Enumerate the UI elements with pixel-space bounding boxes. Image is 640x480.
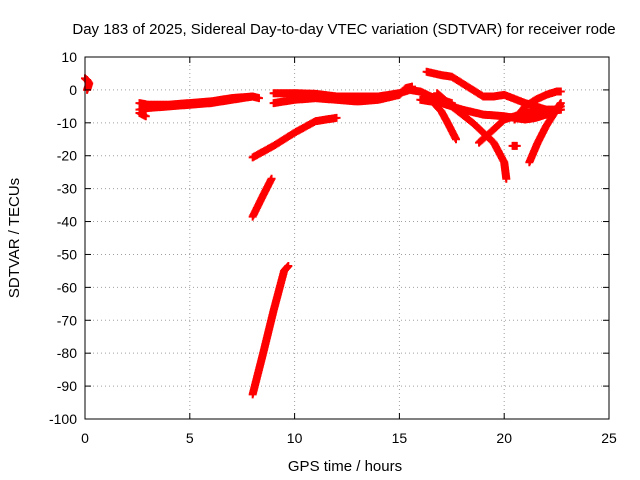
data-point bbox=[556, 99, 565, 108]
series-trace-m bbox=[475, 105, 565, 147]
x-tick-label: 0 bbox=[81, 430, 89, 446]
x-tick-label: 20 bbox=[496, 430, 512, 446]
y-tick-label: -100 bbox=[49, 411, 77, 427]
y-tick-label: -50 bbox=[57, 246, 77, 262]
series-trace-h bbox=[248, 261, 293, 399]
y-axis: 10 0 -10 -20 -30 -40 -50 -60 -70 -80 -90 -100 bbox=[49, 49, 609, 427]
y-tick-label: -60 bbox=[57, 279, 77, 295]
plot-points bbox=[81, 67, 565, 399]
y-tick-label: -80 bbox=[57, 345, 77, 361]
series-trace-e bbox=[269, 82, 416, 108]
y-tick-label: -30 bbox=[57, 181, 77, 197]
x-axis: 0 5 10 15 20 25 bbox=[81, 57, 617, 446]
data-point bbox=[267, 174, 276, 183]
data-point bbox=[284, 261, 293, 270]
series-trace-l bbox=[426, 95, 460, 144]
series-trace-n bbox=[525, 99, 565, 167]
series-trace-j bbox=[416, 95, 565, 124]
series-trace-i bbox=[422, 67, 565, 114]
data-point bbox=[248, 92, 257, 101]
series-trace-g bbox=[248, 174, 276, 221]
series-trace-o bbox=[510, 87, 565, 124]
y-tick-label: 0 bbox=[69, 82, 77, 98]
data-point bbox=[556, 87, 565, 96]
series-trace-b bbox=[135, 92, 257, 109]
y-tick-label: -40 bbox=[57, 214, 77, 230]
data-point bbox=[254, 94, 263, 103]
series-trace-c bbox=[135, 108, 150, 121]
x-tick-label: 5 bbox=[186, 430, 194, 446]
data-point bbox=[141, 112, 150, 121]
series-trace-p bbox=[508, 141, 521, 150]
x-axis-label: GPS time / hours bbox=[288, 458, 402, 475]
data-point bbox=[332, 113, 341, 122]
series-trace-f bbox=[248, 113, 341, 162]
data-point bbox=[451, 135, 460, 144]
data-point bbox=[502, 174, 511, 183]
plot-frame bbox=[84, 56, 610, 420]
y-tick-label: 10 bbox=[61, 49, 77, 65]
y-tick-label: -20 bbox=[57, 148, 77, 164]
y-tick-label: -90 bbox=[57, 378, 77, 394]
x-tick-label: 15 bbox=[392, 430, 408, 446]
chart-title: Day 183 of 2025, Sidereal Day-to-day VTE… bbox=[72, 21, 615, 38]
x-tick-label: 25 bbox=[601, 430, 617, 446]
y-tick-label: -70 bbox=[57, 312, 77, 328]
y-axis-label: SDTVAR / TECUs bbox=[6, 178, 23, 298]
y-tick-label: -10 bbox=[57, 115, 77, 131]
x-tick-label: 10 bbox=[287, 430, 303, 446]
data-point bbox=[512, 141, 521, 150]
data-point bbox=[407, 82, 416, 91]
